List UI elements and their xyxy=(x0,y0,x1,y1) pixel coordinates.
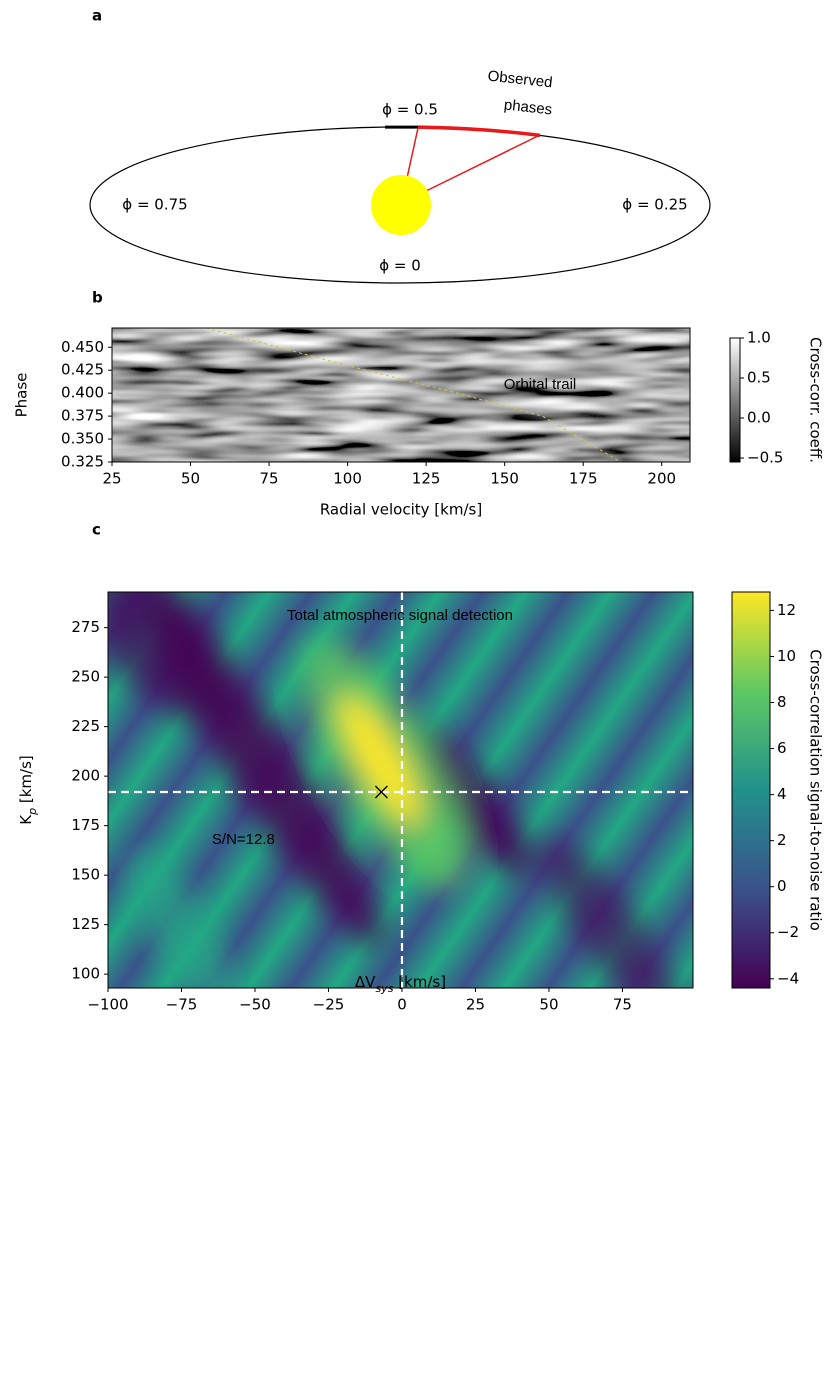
observed-ray xyxy=(423,134,541,193)
x-tick-label: 50 xyxy=(181,470,200,488)
colorbar-tick-label: 0.0 xyxy=(747,409,771,427)
colorbar-tick-label: 1.0 xyxy=(747,329,771,347)
observed-label: phases xyxy=(503,96,553,118)
y-tick-label: 200 xyxy=(71,767,100,785)
x-tick-label: 125 xyxy=(412,470,441,488)
colorbar-tick-label: 10 xyxy=(777,647,796,665)
x-tick-label: 25 xyxy=(102,470,121,488)
observed-ray xyxy=(406,127,419,179)
plot-frame xyxy=(107,591,694,989)
star xyxy=(371,175,431,235)
colorbar-label: Cross-correlation signal-to-noise ratio xyxy=(807,649,825,931)
x-axis-label: ΔVsys [km/s] xyxy=(355,973,446,995)
colorbar-tick-label: −4 xyxy=(777,969,799,987)
y-tick-label: 150 xyxy=(71,866,100,884)
annotation: Total atmospheric signal detection xyxy=(287,607,513,624)
y-axis-label-sub: p xyxy=(26,808,39,816)
phase-label: ϕ = 0.25 xyxy=(622,196,687,214)
orbit-diagram: ϕ = 0.5 ϕ = 0.75 ϕ = 0.25 ϕ = 0 Observed… xyxy=(89,68,711,284)
y-tick-label: 275 xyxy=(71,618,100,636)
phase-label: ϕ = 0 xyxy=(379,257,421,275)
x-tick-label: 50 xyxy=(539,996,558,1014)
colorbar-label: Cross-corr. coeff. xyxy=(807,337,825,463)
plot-frame xyxy=(111,327,691,463)
colorbar xyxy=(729,337,741,463)
x-tick-label: 150 xyxy=(490,470,519,488)
peak-marker xyxy=(374,785,388,799)
y-axis-label: Phase xyxy=(13,373,31,418)
x-tick-label: 175 xyxy=(569,470,598,488)
panel-label: c xyxy=(92,521,101,539)
y-tick-label: 125 xyxy=(71,915,100,933)
x-tick-label: 0 xyxy=(397,996,407,1014)
y-tick-label: 0.325 xyxy=(61,453,104,471)
x-tick-label: 200 xyxy=(647,470,676,488)
panel-c-marks xyxy=(108,592,693,988)
y-tick-label: 0.375 xyxy=(61,407,104,425)
heatmap-image xyxy=(112,328,690,462)
y-axis-label: Kp [km/s] xyxy=(17,755,39,824)
colorbar-tick-label: −0.5 xyxy=(747,449,783,467)
colorbar xyxy=(731,591,771,989)
x-tick-label: −50 xyxy=(239,996,271,1014)
feature xyxy=(128,850,232,988)
phase-label: ϕ = 0.5 xyxy=(382,101,438,119)
y-tick-label: 100 xyxy=(71,965,100,983)
trail-line xyxy=(206,328,622,462)
x-axis-label-unit: [km/s] xyxy=(393,973,446,991)
heatmap-image xyxy=(108,592,693,988)
colorbar-tick-label: 6 xyxy=(777,739,787,757)
x-tick-label: 25 xyxy=(466,996,485,1014)
peak-label: S/N=12.8 xyxy=(212,831,275,848)
heatmap-features xyxy=(108,592,678,988)
feature xyxy=(408,723,532,877)
y-tick-label: 175 xyxy=(71,816,100,834)
y-tick-label: 0.400 xyxy=(61,384,104,402)
x-axis-label-main: ΔV xyxy=(355,973,376,991)
x-tick-label: 100 xyxy=(333,470,362,488)
panel-label: a xyxy=(92,7,102,25)
heatmap-noise xyxy=(112,328,690,462)
y-tick-label: 250 xyxy=(71,668,100,686)
y-tick-label: 0.350 xyxy=(61,430,104,448)
panel-label: b xyxy=(92,289,103,307)
colorbar-tick-label: 4 xyxy=(777,785,787,803)
feature xyxy=(147,592,383,948)
phase-label: ϕ = 0.75 xyxy=(122,196,187,214)
colorbar-tick-label: 2 xyxy=(777,831,787,849)
peak-cross xyxy=(374,785,388,799)
colorbar-tick-label: 0.5 xyxy=(747,369,771,387)
x-tick-label: 75 xyxy=(260,470,279,488)
colorbar-tick-label: 0 xyxy=(777,877,787,895)
y-tick-label: 0.450 xyxy=(61,338,104,356)
observed-label: Observed xyxy=(487,68,553,92)
y-tick-label: 225 xyxy=(71,717,100,735)
feature xyxy=(542,838,678,988)
colorbar-tick-label: −2 xyxy=(777,923,799,941)
annotation: Orbital trail xyxy=(504,376,577,393)
x-axis-label-sub: sys xyxy=(375,982,393,995)
panel-b-marks xyxy=(205,328,623,462)
colorbar-tick-label: 12 xyxy=(777,601,796,619)
x-tick-label: 75 xyxy=(613,996,632,1014)
colorbar-tick-label: 8 xyxy=(777,693,787,711)
observed-arc xyxy=(417,125,541,138)
x-tick-label: −25 xyxy=(313,996,345,1014)
y-axis-label-unit: [km/s] xyxy=(17,755,35,808)
y-tick-label: 0.425 xyxy=(61,361,104,379)
x-tick-label: −75 xyxy=(166,996,198,1014)
x-tick-label: −100 xyxy=(87,996,128,1014)
x-axis-label: Radial velocity [km/s] xyxy=(320,501,482,519)
y-axis-label-main: K xyxy=(17,814,35,825)
